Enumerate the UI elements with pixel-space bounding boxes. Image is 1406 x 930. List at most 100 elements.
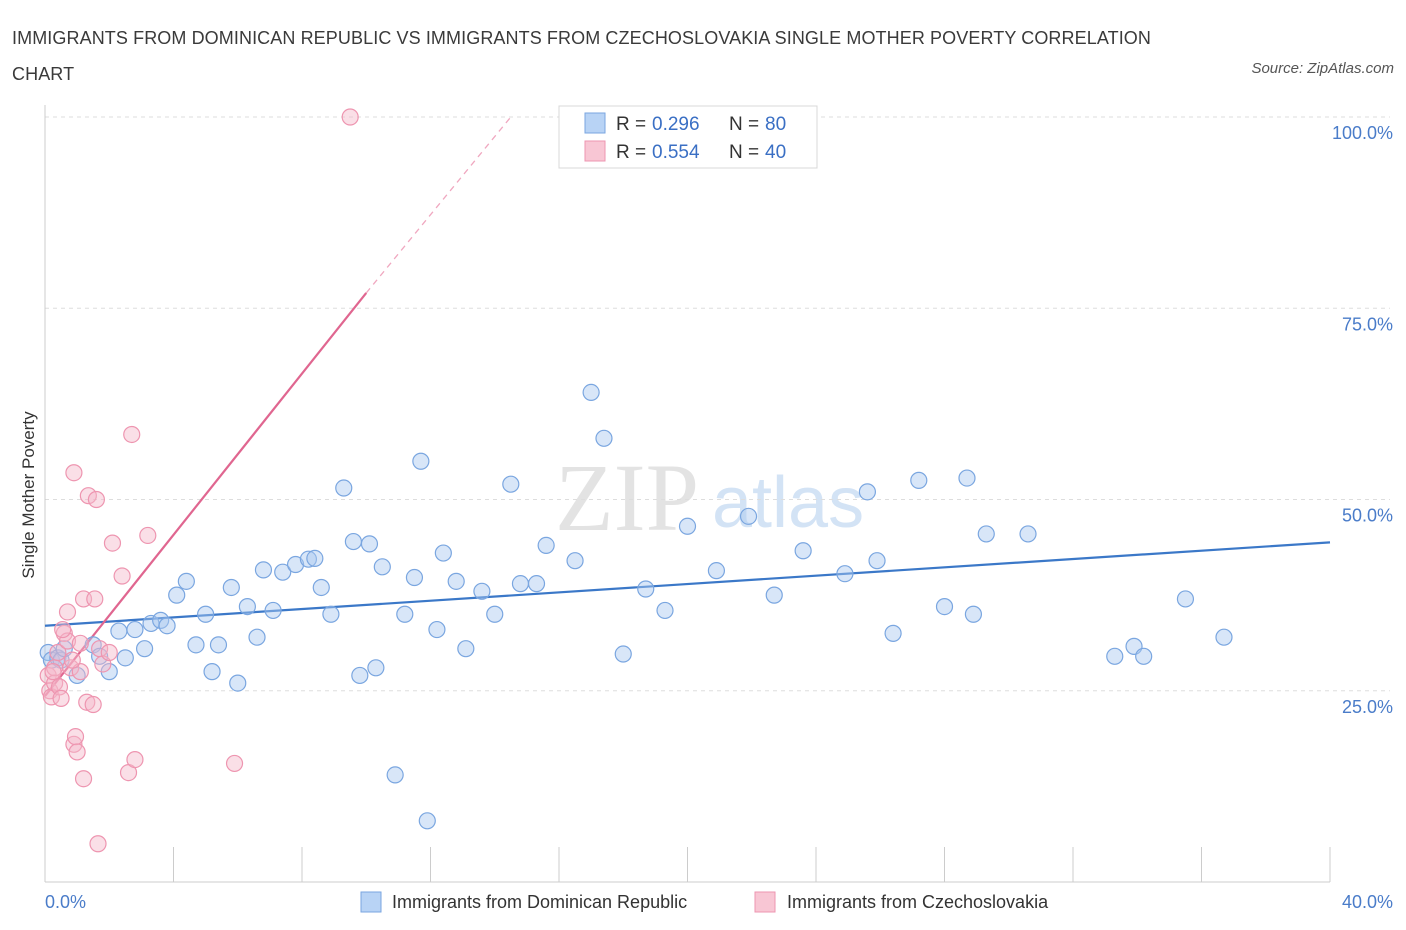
legend-r-value-pink: 0.554 <box>652 142 700 163</box>
point-dominican <box>187 636 205 654</box>
point-dominican <box>582 383 600 401</box>
point-dominican <box>935 597 954 616</box>
point-dominican <box>836 565 854 583</box>
point-czechoslovakia <box>86 590 104 608</box>
trend-line-czechoslovakia <box>44 292 368 697</box>
point-dominican <box>473 582 491 600</box>
point-dominican <box>396 605 414 623</box>
point-dominican <box>264 601 282 620</box>
series-swatch-blue <box>360 891 382 913</box>
point-czechoslovakia <box>65 464 83 482</box>
point-dominican <box>306 549 324 568</box>
legend-swatch-blue <box>584 112 606 134</box>
point-czechoslovakia <box>103 534 122 552</box>
point-czechoslovakia <box>52 689 70 708</box>
point-dominican <box>222 578 240 597</box>
point-czechoslovakia <box>79 487 97 505</box>
tick-labels: 25.0% 50.0% 75.0% 100.0% 0.0% 40.0% <box>45 123 1393 912</box>
point-czechoslovakia <box>68 743 86 761</box>
point-dominican <box>457 640 475 658</box>
watermark: ZIP atlas <box>555 444 864 551</box>
point-dominican <box>428 620 446 639</box>
watermark-zip: ZIP <box>555 444 699 551</box>
correlation-legend: R = 0.296 N = 80 R = 0.554 N = 40 <box>558 105 818 169</box>
point-dominican <box>126 620 144 639</box>
point-dominican <box>367 659 385 677</box>
point-czechoslovakia <box>63 651 81 669</box>
point-dominican <box>958 469 976 487</box>
point-dominican <box>158 617 176 635</box>
point-dominican <box>527 575 546 593</box>
series-label-dominican: Immigrants from Dominican Republic <box>392 892 687 912</box>
watermark-atlas: atlas <box>712 463 864 543</box>
point-dominican <box>373 558 391 576</box>
trend-lines <box>44 116 1331 697</box>
point-dominican <box>765 586 783 604</box>
point-dominican <box>678 517 697 535</box>
point-dominican <box>1106 647 1124 665</box>
point-czechoslovakia <box>54 620 72 639</box>
point-dominican <box>360 535 379 553</box>
legend-r-label-pink: R = <box>616 142 646 163</box>
point-czechoslovakia <box>113 567 131 585</box>
point-dominican <box>238 597 256 616</box>
point-dominican <box>386 766 404 784</box>
point-dominican <box>868 552 886 570</box>
point-dominican <box>884 624 902 642</box>
x-tick-label: 0.0% <box>45 892 86 912</box>
point-dominican <box>502 475 520 493</box>
point-dominican <box>794 542 812 560</box>
point-czechoslovakia <box>84 695 102 714</box>
legend-n-value-pink: 40 <box>765 142 786 163</box>
point-dominican <box>203 663 221 681</box>
point-dominican <box>322 605 340 623</box>
point-dominican <box>964 605 983 623</box>
point-dominican <box>177 572 195 590</box>
data-points <box>39 108 1233 853</box>
point-dominican <box>351 666 369 685</box>
legend-n-label-pink: N = <box>729 142 759 163</box>
y-tick-label: 100.0% <box>1332 123 1393 143</box>
trend-extension-czechoslovakia <box>365 116 512 294</box>
y-tick-label: 75.0% <box>1342 314 1393 334</box>
point-dominican <box>511 575 530 593</box>
point-dominican <box>1135 647 1153 665</box>
chart-title: IMMIGRANTS FROM DOMINICAN REPUBLIC VS IM… <box>12 28 1151 84</box>
legend-n-label-blue: N = <box>729 114 759 135</box>
point-czechoslovakia <box>49 643 67 662</box>
series-swatch-pink <box>754 891 776 913</box>
point-czechoslovakia <box>139 526 157 545</box>
point-dominican <box>707 562 726 580</box>
point-dominican <box>858 483 877 501</box>
point-czechoslovakia <box>126 750 144 769</box>
point-dominican <box>910 471 928 489</box>
point-dominican <box>197 605 215 623</box>
point-dominican <box>116 649 134 667</box>
point-dominican <box>434 544 452 562</box>
point-dominican <box>614 645 632 663</box>
trend-line-dominican <box>44 541 1331 627</box>
point-czechoslovakia <box>100 643 118 662</box>
point-dominican <box>1176 590 1195 608</box>
point-dominican <box>135 640 154 658</box>
point-dominican <box>274 563 292 581</box>
point-dominican <box>412 452 430 470</box>
legend-r-label-blue: R = <box>616 114 646 135</box>
legend-r-value-blue: 0.296 <box>652 114 700 135</box>
point-dominican <box>299 550 318 568</box>
point-dominican <box>537 536 555 555</box>
point-czechoslovakia <box>44 663 62 681</box>
legend-swatch-pink <box>584 140 606 162</box>
point-czechoslovakia <box>71 634 89 652</box>
point-dominican <box>1215 628 1233 646</box>
point-dominican <box>344 532 362 551</box>
point-dominican <box>566 552 584 570</box>
point-dominican <box>254 561 273 579</box>
point-dominican <box>312 578 330 597</box>
series-label-czechoslovakia: Immigrants from Czechoslovakia <box>787 892 1049 912</box>
y-axis-label: Single Mother Poverty <box>19 411 38 579</box>
point-czechoslovakia <box>341 108 359 126</box>
point-czechoslovakia <box>89 835 107 853</box>
point-dominican <box>447 572 465 590</box>
